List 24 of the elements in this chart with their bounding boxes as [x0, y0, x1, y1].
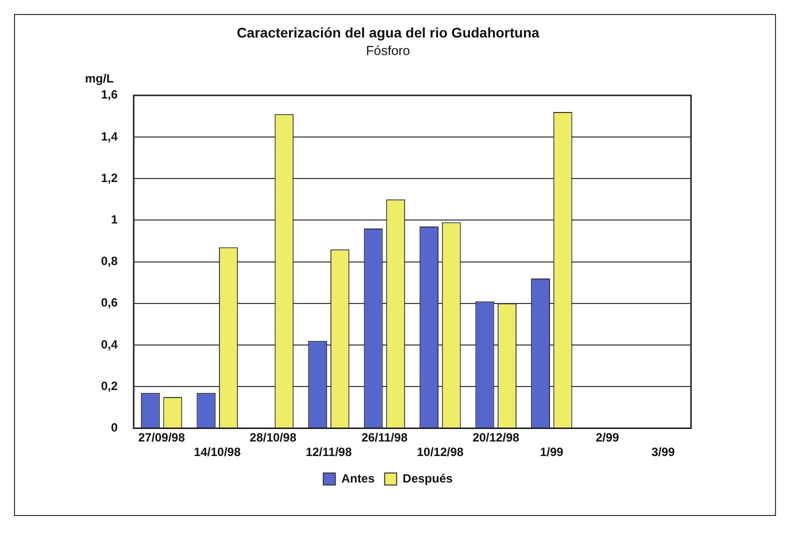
x-tick-label: 14/10/98	[194, 445, 241, 460]
x-tick-label: 12/11/98	[306, 445, 352, 460]
x-tick-label: 26/11/98	[361, 430, 408, 445]
y-tick-label: 1	[110, 212, 118, 227]
y-tick-label: 0,6	[100, 296, 118, 310]
y-tick-label: 1,4	[100, 129, 118, 144]
x-tick-label: 3/99	[651, 445, 676, 460]
y-tick-label: 0	[110, 420, 118, 435]
chart-title: Caracterización del agua del rio Gudahortuna	[236, 24, 540, 40]
y-axis-title: mg/L	[85, 72, 114, 86]
y-tick-label: 0,8	[100, 254, 118, 268]
y-tick-label: 0,4	[100, 337, 118, 352]
x-tick-label: 27/09/98	[138, 430, 186, 445]
y-tick-label: 1,6	[100, 88, 118, 102]
legend-label: Antes	[341, 471, 375, 486]
y-tick-label: 0,2	[100, 378, 118, 393]
x-tick-label: 28/10/98	[250, 430, 297, 445]
x-tick-label: 2/99	[596, 430, 620, 445]
x-tick-label: 20/12/98	[472, 430, 520, 445]
x-tick-label: 10/12/98	[416, 445, 464, 460]
legend-label: Después	[402, 471, 454, 486]
y-tick-label: 1,2	[100, 170, 118, 185]
chart-subtitle: Fósforo	[366, 43, 410, 58]
x-tick-label: 1/99	[540, 445, 564, 460]
